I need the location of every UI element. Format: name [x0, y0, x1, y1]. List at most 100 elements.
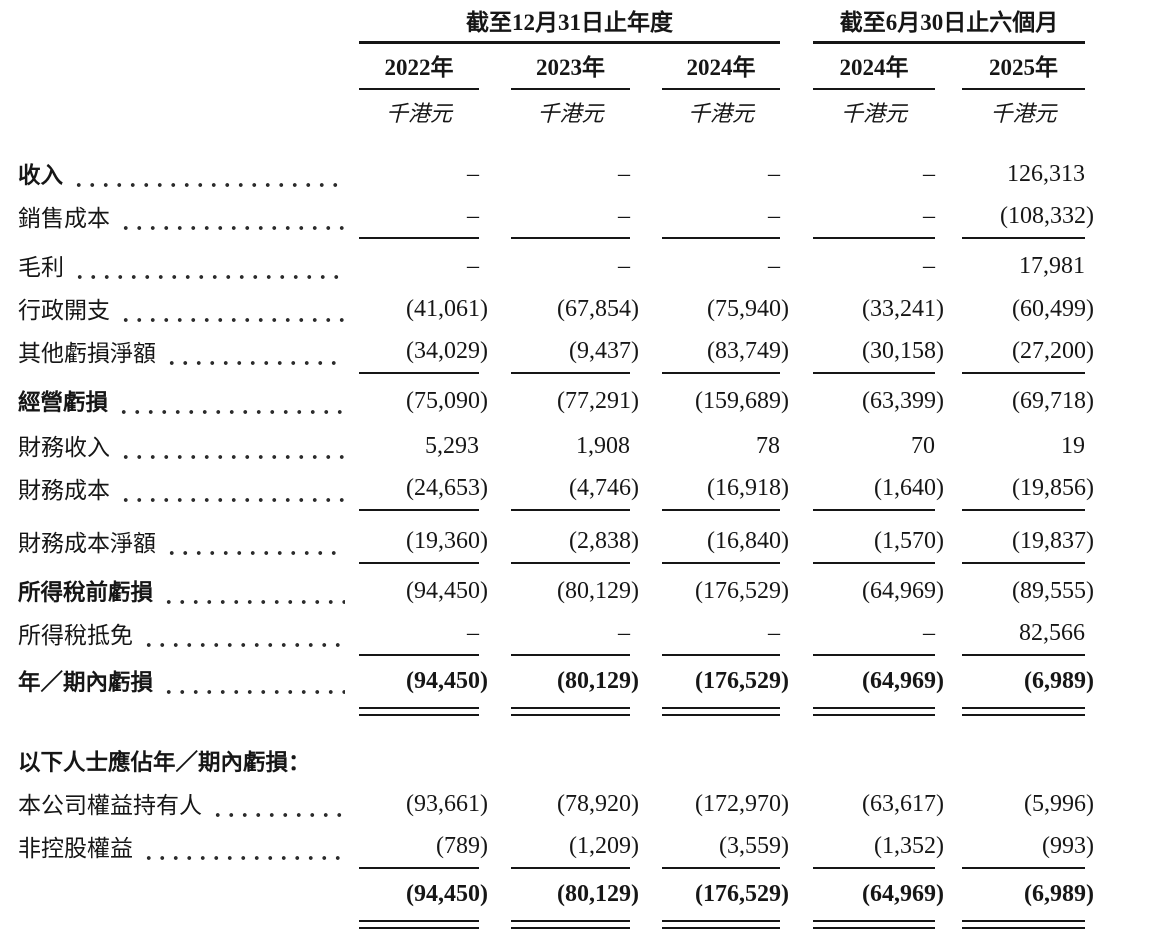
table-row: 以下人士應佔年／期內虧損： — [18, 740, 1156, 783]
value-text: (2,838) — [569, 528, 639, 554]
row-label-text: 年／期內虧損 — [18, 670, 154, 695]
value-text: (1,209) — [569, 833, 639, 859]
value-cell: (80,129) — [511, 873, 639, 916]
value-cell: (1,352) — [813, 826, 944, 869]
row-label: 年／期內虧損 — [18, 663, 359, 703]
value-text: (19,360) — [406, 528, 488, 554]
value-text: (93,661) — [406, 791, 488, 817]
column-group-interim: 截至6月30日止六個月 — [813, 4, 1085, 44]
unit-label: 千港元 — [990, 101, 1057, 126]
value-text: (64,969) — [862, 881, 944, 907]
table-row: 經營虧損 (75,090) (77,291) (159,689) (63,399) (69… — [18, 380, 1156, 423]
value-cell: (16,840) — [662, 521, 789, 564]
value-cell: (4,746) — [511, 468, 639, 511]
value-cell: (5,996) — [962, 783, 1094, 826]
dot-leader — [119, 199, 345, 239]
value-text: 17,981 — [1019, 253, 1085, 279]
value-cell: – — [511, 613, 630, 656]
value-cell: (89,555) — [962, 570, 1094, 613]
unit-label: 千港元 — [687, 101, 754, 126]
dot-leader — [142, 616, 345, 656]
value-text: – — [618, 161, 630, 187]
value-text: – — [618, 203, 630, 229]
double-rule — [359, 920, 479, 929]
value-text: (176,529) — [695, 668, 789, 694]
table-header-units: 千港元 千港元 千港元 千港元 千港元 — [18, 90, 1156, 129]
value-cell: (6,989) — [962, 873, 1094, 916]
value-cell: (94,450) — [359, 660, 488, 703]
value-text: (4,746) — [569, 475, 639, 501]
value-cell: (1,209) — [511, 826, 639, 869]
value-text: (80,129) — [557, 881, 639, 907]
value-text: (80,129) — [557, 578, 639, 604]
value-cell: (94,450) — [359, 570, 488, 613]
value-text: 126,313 — [1007, 161, 1085, 187]
value-text: (1,570) — [874, 528, 944, 554]
value-cell: (176,529) — [662, 660, 789, 703]
row-label-text: 其他虧損淨額 — [18, 341, 156, 366]
value-text: (63,617) — [862, 791, 944, 817]
table-row: (94,450) (80,129) (176,529) (64,969) (6,989) — [18, 873, 1156, 916]
unit-label: 千港元 — [385, 101, 452, 126]
row-label: 毛利 — [18, 248, 359, 288]
value-text: (75,090) — [406, 388, 488, 414]
dot-leader — [162, 663, 345, 703]
row-label: 以下人士應佔年／期內虧損： — [18, 743, 359, 783]
value-text: (3,559) — [719, 833, 789, 859]
value-cell: (993) — [962, 826, 1094, 869]
value-text: (30,158) — [862, 338, 944, 364]
value-cell: (69,718) — [962, 380, 1094, 423]
table-row: 所得稅抵免 – – – – 82,566 — [18, 613, 1156, 656]
row-label: 本公司權益持有人 — [18, 786, 359, 826]
value-text: – — [618, 253, 630, 279]
value-cell: – — [511, 196, 630, 239]
value-cell: 1,908 — [511, 425, 630, 468]
column-header-2025-interim: 2025年 — [962, 44, 1085, 90]
value-text: (6,989) — [1024, 668, 1094, 694]
value-text: (16,840) — [707, 528, 789, 554]
value-cell: – — [662, 613, 780, 656]
row-label-text: 經營虧損 — [18, 390, 109, 415]
double-rule — [962, 707, 1085, 716]
row-label: 非控股權益 — [18, 829, 359, 869]
row-label-text: 所得稅抵免 — [18, 623, 133, 648]
value-text: 70 — [911, 433, 935, 459]
value-text: (789) — [436, 833, 488, 859]
value-cell: (24,653) — [359, 468, 488, 511]
unit-label: 千港元 — [537, 101, 604, 126]
table-body: 收入 – – – – 126,313 銷售成本 – – – – (108,332) 毛利 – – – – 17,9… — [18, 153, 1156, 929]
value-cell: (77,291) — [511, 380, 639, 423]
value-cell: – — [359, 153, 479, 196]
value-cell: (108,332) — [962, 196, 1094, 239]
value-text: (5,996) — [1024, 791, 1094, 817]
row-label: 銷售成本 — [18, 199, 359, 239]
row-label: 所得稅前虧損 — [18, 573, 359, 613]
value-cell: 82,566 — [962, 613, 1085, 656]
double-rule — [511, 920, 630, 929]
row-label: 經營虧損 — [18, 383, 359, 423]
value-text: 82,566 — [1019, 620, 1085, 646]
value-text: (16,918) — [707, 475, 789, 501]
value-text: (69,718) — [1012, 388, 1094, 414]
value-text: (108,332) — [1000, 203, 1094, 229]
value-text: – — [467, 203, 479, 229]
value-cell: (176,529) — [662, 873, 789, 916]
value-cell: 126,313 — [962, 153, 1085, 196]
value-cell: (33,241) — [813, 288, 944, 331]
table-row: 所得稅前虧損 (94,450) (80,129) (176,529) (64,969) (… — [18, 570, 1156, 613]
row-label-text: 行政開支 — [18, 298, 110, 323]
value-text: (94,450) — [406, 881, 488, 907]
table-row: 財務收入 5,293 1,908 78 70 19 — [18, 425, 1156, 468]
value-text: (64,969) — [862, 668, 944, 694]
value-cell: – — [359, 613, 479, 656]
value-text: – — [467, 620, 479, 646]
value-text: (41,061) — [406, 296, 488, 322]
value-text: (80,129) — [557, 668, 639, 694]
row-label-text: 本公司權益持有人 — [18, 793, 202, 818]
table-row: 非控股權益 (789) (1,209) (3,559) (1,352) (993) — [18, 826, 1156, 869]
value-text: – — [467, 253, 479, 279]
column-header-2024: 2024年 — [662, 44, 780, 90]
table-row: 銷售成本 – – – – (108,332) — [18, 196, 1156, 239]
value-text: – — [768, 161, 780, 187]
double-rule — [511, 707, 630, 716]
